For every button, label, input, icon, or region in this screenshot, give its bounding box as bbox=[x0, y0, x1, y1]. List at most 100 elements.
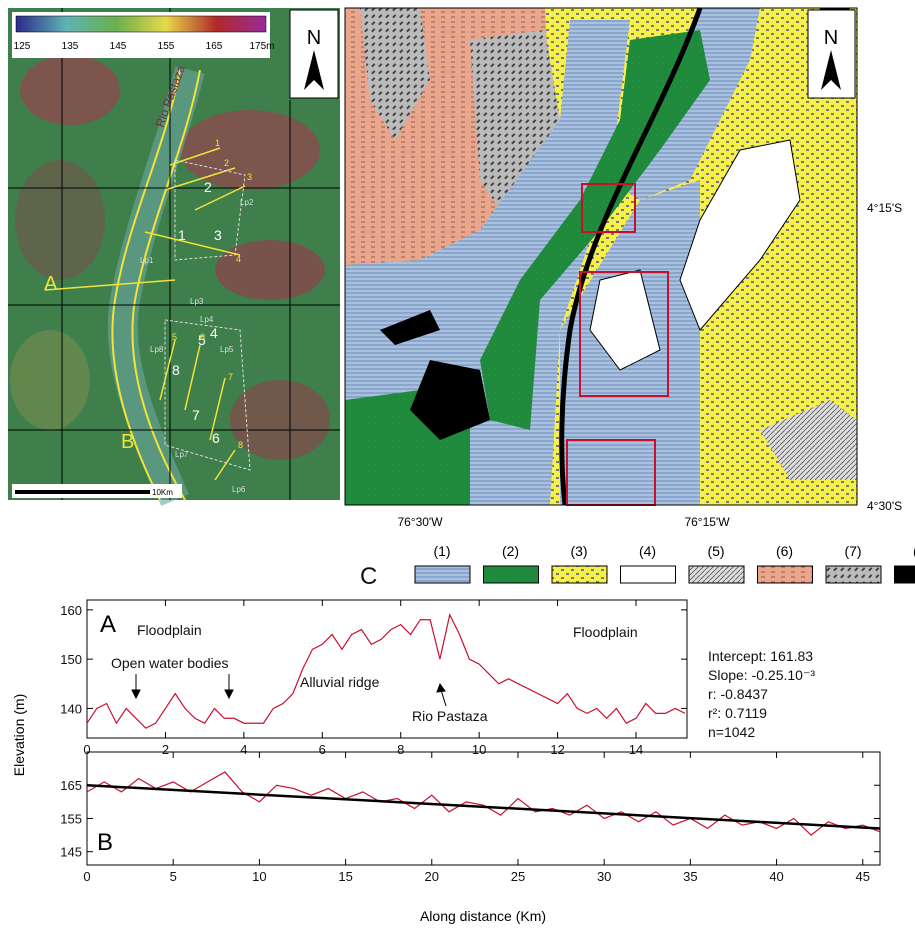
relief-high bbox=[20, 55, 120, 125]
stat: r: -0.8437 bbox=[708, 686, 768, 702]
y-tick-label: 165 bbox=[60, 778, 82, 793]
lat-label: 4°30'S bbox=[867, 499, 902, 513]
transect-number: 4 bbox=[236, 254, 241, 264]
legend-swatch bbox=[758, 566, 813, 583]
lake-number: 2 bbox=[204, 179, 212, 195]
legend-label: (4) bbox=[639, 543, 656, 559]
north-label: N bbox=[824, 27, 838, 49]
scale-bar bbox=[15, 490, 150, 494]
transect-number: 6 bbox=[200, 332, 205, 342]
x-tick-label: 40 bbox=[769, 869, 783, 884]
figure: 125135145155165175m N Rio Pastaza A B 12… bbox=[0, 0, 915, 931]
relief-high bbox=[215, 240, 325, 300]
stat: Slope: -0.25.10⁻³ bbox=[708, 667, 815, 683]
x-tick-label: 10 bbox=[252, 869, 266, 884]
chart: 0 5 10 15 20 25 30 35 40 45 145 155 165 bbox=[60, 752, 880, 884]
lat-label: 4°15'S bbox=[867, 201, 902, 215]
x-tick-label: 2 bbox=[162, 742, 169, 757]
profile-line bbox=[87, 772, 880, 835]
x-tick-label: 14 bbox=[629, 742, 643, 757]
lake-code: Lp4 bbox=[200, 315, 214, 324]
colorbar-label: 125 bbox=[14, 41, 31, 52]
x-tick-label: 8 bbox=[397, 742, 404, 757]
north-label: N bbox=[307, 27, 321, 49]
lake-code: Lp3 bbox=[190, 297, 204, 306]
legend-label: (1) bbox=[433, 543, 450, 559]
profile-label: B bbox=[121, 431, 134, 453]
y-tick-label: 145 bbox=[60, 845, 82, 860]
panel-label: A bbox=[100, 611, 116, 638]
colorbar bbox=[16, 16, 266, 32]
annotation: Open water bodies bbox=[111, 655, 229, 671]
lake-code: Lp6 bbox=[232, 485, 246, 494]
lake-number: 8 bbox=[172, 362, 180, 378]
y-tick-label: 140 bbox=[60, 701, 82, 716]
x-tick-label: 30 bbox=[597, 869, 611, 884]
transect-number: 1 bbox=[215, 138, 220, 148]
panel-label: B bbox=[97, 829, 113, 856]
relief-high bbox=[230, 380, 330, 460]
relief-high bbox=[15, 160, 105, 280]
x-tick-label: 25 bbox=[511, 869, 525, 884]
x-tick-label: 6 bbox=[319, 742, 326, 757]
legend-label: (2) bbox=[502, 543, 519, 559]
scale-label: 10Km bbox=[152, 488, 173, 497]
x-tick-label: 5 bbox=[170, 869, 177, 884]
profile-label: A bbox=[44, 273, 58, 295]
y-tick-label: 155 bbox=[60, 811, 82, 826]
lake-number: 1 bbox=[178, 227, 186, 243]
colorbar-label: 145 bbox=[110, 41, 127, 52]
lake-code: Lp5 bbox=[220, 345, 234, 354]
transect-number: 3 bbox=[247, 172, 252, 182]
legend-swatch bbox=[484, 566, 539, 583]
legend-label: (6) bbox=[776, 543, 793, 559]
x-axis-label: Along distance (Km) bbox=[420, 908, 546, 924]
x-tick-label: 12 bbox=[550, 742, 564, 757]
chart-a-annotations: A Floodplain Floodplain Open water bodie… bbox=[100, 611, 638, 724]
legend-label: (3) bbox=[570, 543, 587, 559]
legend-swatch bbox=[689, 566, 744, 583]
transect-number: 7 bbox=[228, 372, 233, 382]
annotation: Floodplain bbox=[137, 622, 202, 638]
colorbar-label: 155 bbox=[158, 41, 175, 52]
lake-code: Lp7 bbox=[175, 450, 189, 459]
transect-number: 2 bbox=[224, 158, 229, 168]
legend-swatch bbox=[895, 566, 915, 583]
x-tick-label: 20 bbox=[425, 869, 439, 884]
legend-label: (7) bbox=[844, 543, 861, 559]
x-tick-label: 35 bbox=[683, 869, 697, 884]
lake-code: Lp1 bbox=[140, 256, 154, 265]
stat: r²: 0.7119 bbox=[708, 705, 767, 721]
annotation: Floodplain bbox=[573, 624, 638, 640]
trend-line bbox=[87, 785, 880, 828]
lon-label: 76°15'W bbox=[684, 515, 730, 529]
colorbar-label: 175m bbox=[249, 41, 274, 52]
colorbar-label: 165 bbox=[206, 41, 223, 52]
lake-code: Lp2 bbox=[240, 198, 254, 207]
lake-number: 6 bbox=[212, 430, 220, 446]
plot-frame bbox=[87, 752, 880, 865]
transect-number: 5 bbox=[172, 332, 177, 342]
annotation: Alluvial ridge bbox=[300, 674, 380, 690]
x-tick-label: 15 bbox=[338, 869, 352, 884]
x-tick-label: 10 bbox=[472, 742, 486, 757]
transect-number: 8 bbox=[238, 440, 243, 450]
y-tick-label: 150 bbox=[60, 652, 82, 667]
lake-number: 4 bbox=[210, 325, 218, 341]
legend-label: (5) bbox=[707, 543, 724, 559]
x-tick-label: 0 bbox=[83, 869, 90, 884]
relief-mid bbox=[10, 330, 90, 430]
annotation: Rio Pastaza bbox=[412, 708, 488, 724]
lon-label: 76°30'W bbox=[397, 515, 443, 529]
legend-swatch bbox=[415, 566, 470, 583]
colorbar-label: 135 bbox=[62, 41, 79, 52]
x-tick-label: 45 bbox=[856, 869, 870, 884]
map-c: N 4°15'S 4°30'S 76°30'W 76°15'W C (1) (2)… bbox=[345, 8, 915, 590]
stat: Intercept: 161.83 bbox=[708, 648, 813, 664]
x-tick-label: 4 bbox=[240, 742, 247, 757]
legend-swatch bbox=[621, 566, 676, 583]
panel-label: C bbox=[360, 563, 377, 590]
y-tick-label: 160 bbox=[60, 603, 82, 618]
legend-swatch bbox=[552, 566, 607, 583]
